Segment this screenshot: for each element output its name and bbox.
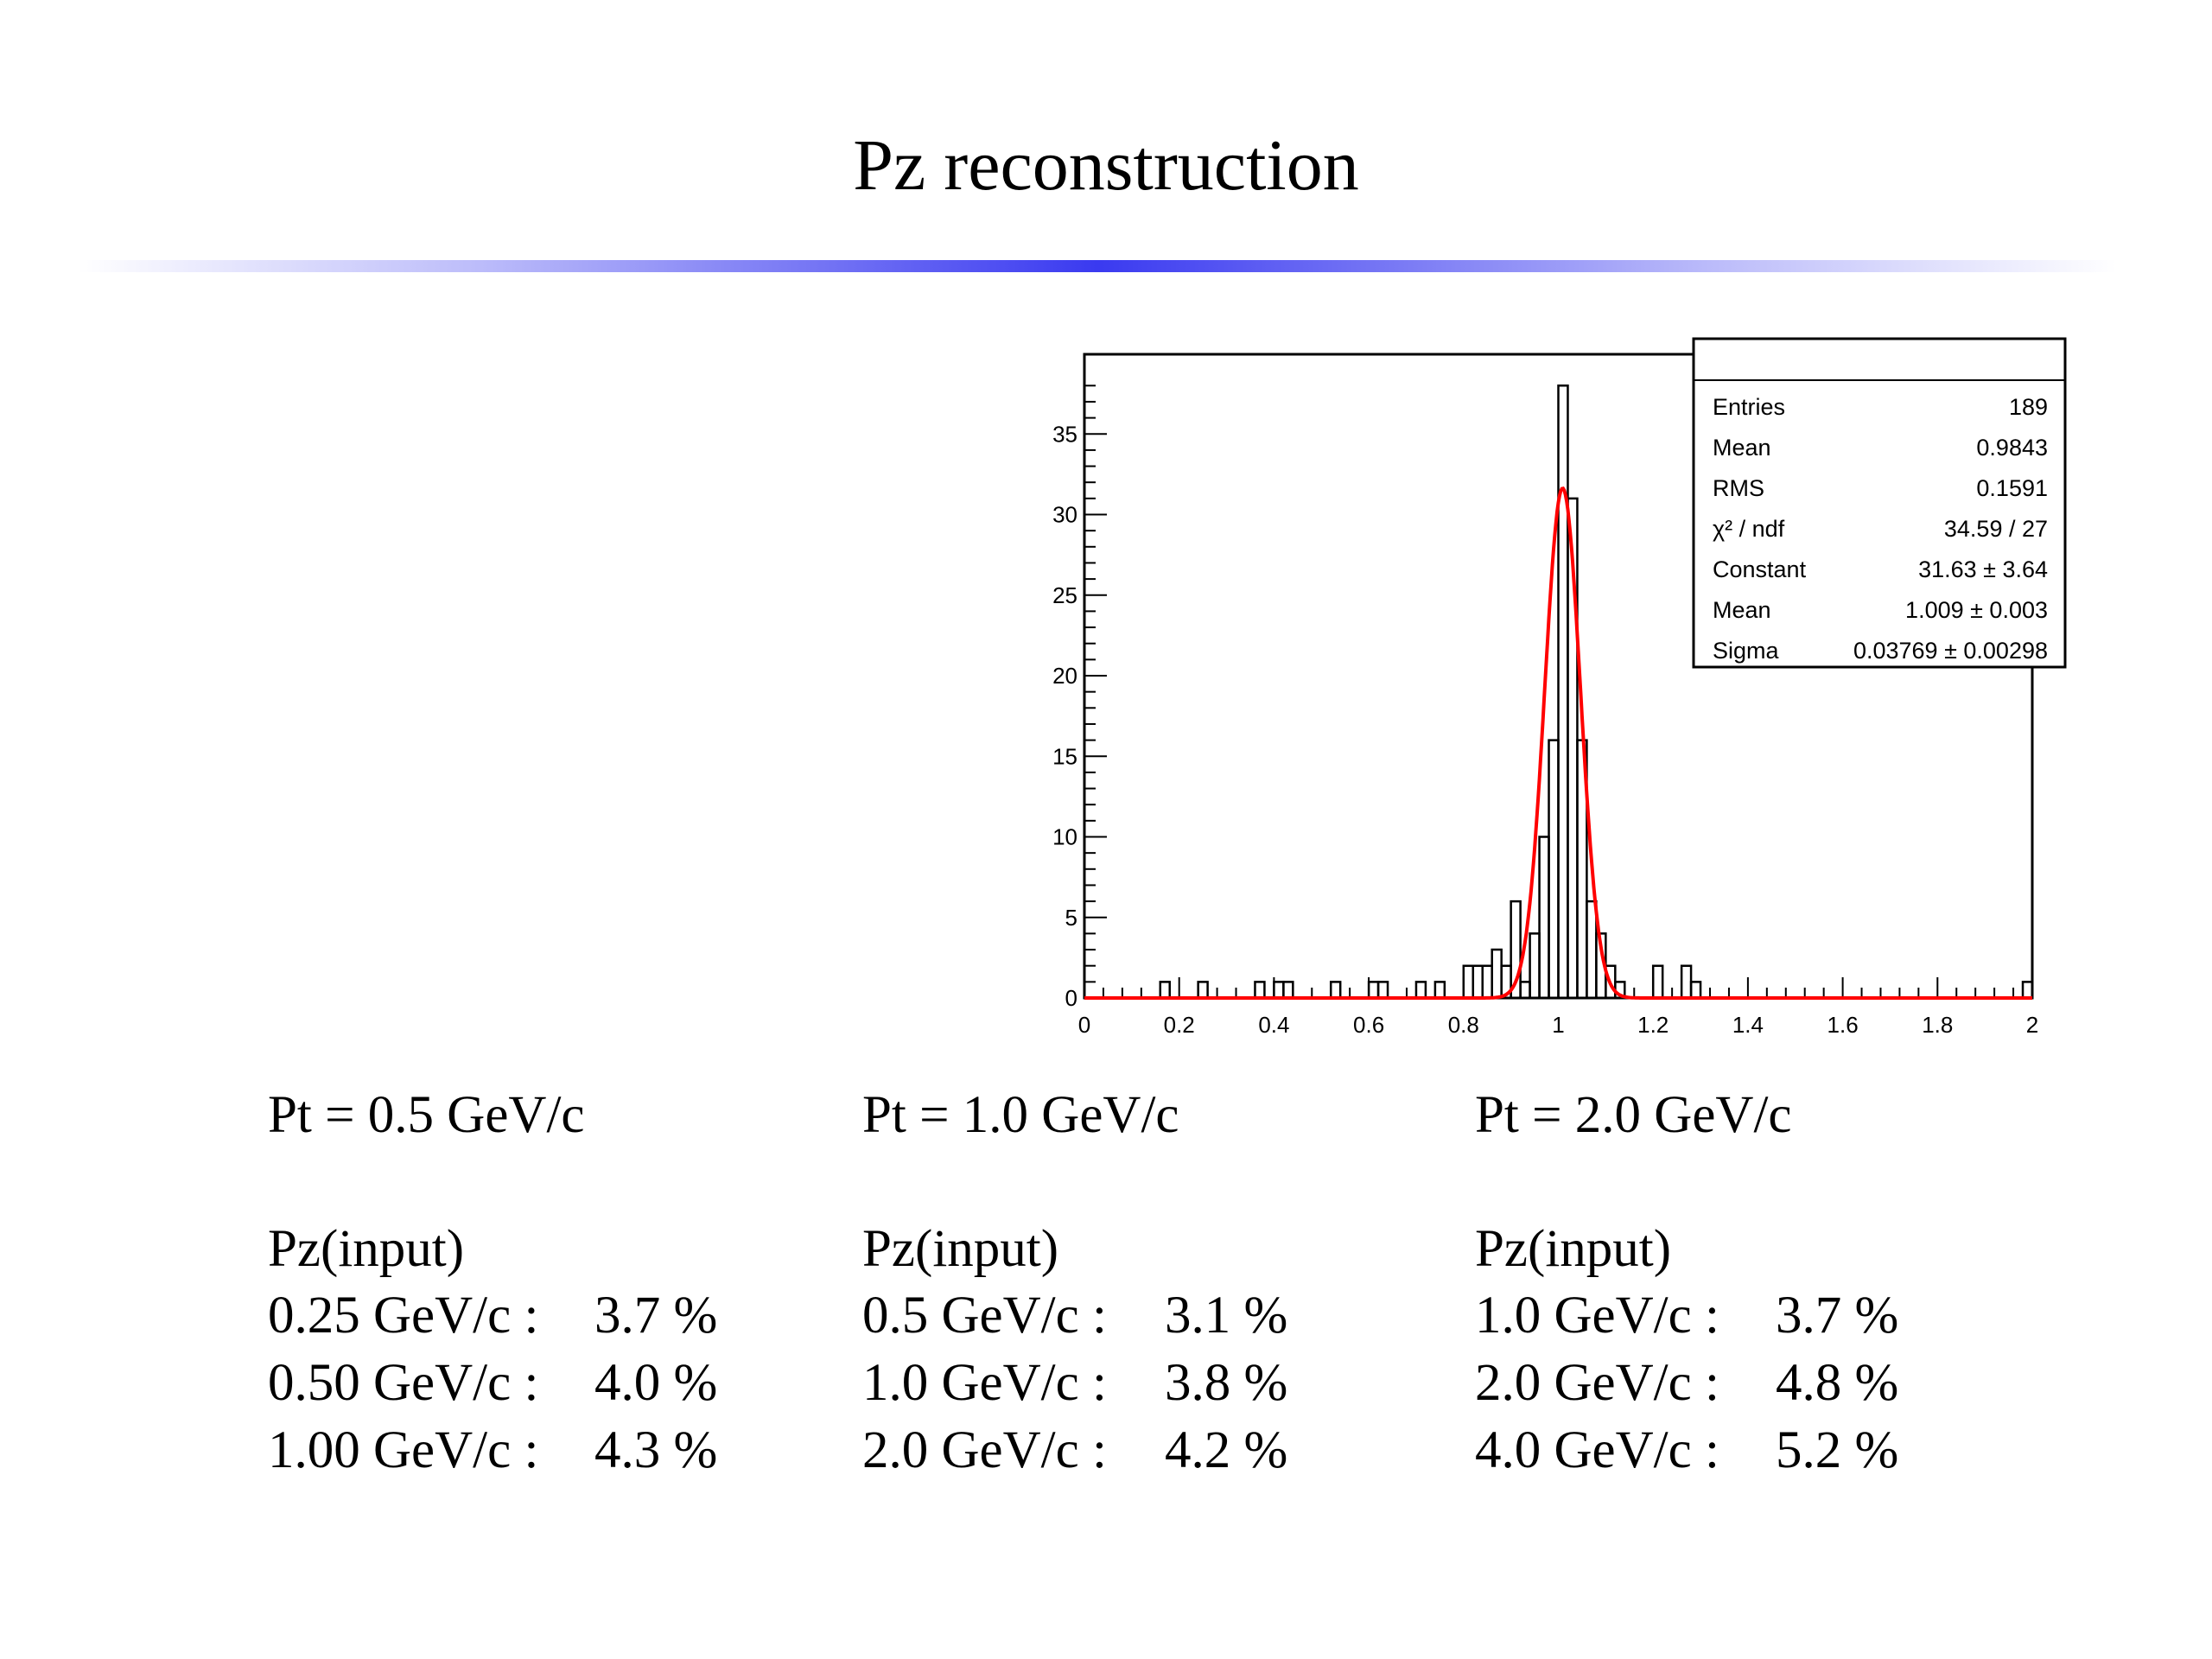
histogram-bin (1376, 981, 1389, 998)
column-subheading: Pz(input) (1475, 1220, 1672, 1278)
x-tick-label: 1.2 (1637, 1012, 1669, 1038)
stats-value: 0.9843 (1976, 435, 2048, 461)
stats-label: χ² / ndf (1713, 516, 1785, 542)
histogram-bin (1481, 964, 1493, 998)
y-tick-label: 20 (1052, 663, 1077, 689)
y-tick-label: 25 (1052, 582, 1077, 608)
histogram-bin (1651, 964, 1664, 998)
stats-value: 0.03769 ± 0.00298 (1853, 638, 2048, 664)
gaussian-fit-curve (1084, 486, 2032, 1000)
histogram-bin (1519, 981, 1531, 998)
histogram-bin (1689, 981, 1702, 998)
x-tick-label: 2 (2026, 1012, 2038, 1038)
histogram-bin (1367, 981, 1380, 998)
row-label: 1.0 GeV/c : (862, 1354, 1107, 1412)
stats-label: Entries (1713, 394, 1785, 420)
histogram-bin (1510, 899, 1522, 998)
y-tick-label: 10 (1052, 824, 1077, 850)
column-heading: Pt = 2.0 GeV/c (1475, 1086, 1792, 1144)
x-tick-label: 0.2 (1164, 1012, 1195, 1038)
histogram-bin (1462, 964, 1475, 998)
column-subheading: Pz(input) (862, 1220, 1059, 1278)
stats-label: Mean (1713, 435, 1771, 461)
result-row: 2.0 GeV/c : 4.8 % (1475, 1352, 1898, 1414)
row-label: 1.0 GeV/c : (1475, 1287, 1719, 1344)
stats-value: 0.1591 (1976, 475, 2048, 501)
stats-label: Mean (1713, 597, 1771, 623)
row-value: 4.8 % (1776, 1354, 1899, 1412)
histogram-bin (1529, 932, 1541, 998)
result-row: 0.50 GeV/c : 4.0 % (268, 1352, 717, 1414)
histogram-bin (1254, 981, 1266, 998)
x-tick-label: 1.4 (1732, 1012, 1764, 1038)
x-tick-label: 0.4 (1258, 1012, 1289, 1038)
x-tick-label: 0.8 (1448, 1012, 1479, 1038)
y-tick-label: 0 (1065, 985, 1077, 1011)
x-tick-label: 1.6 (1827, 1012, 1859, 1038)
row-label: 0.50 GeV/c : (268, 1354, 539, 1412)
slide-title: Pz reconstruction (853, 125, 1359, 206)
stats-label: Constant (1713, 556, 1807, 582)
y-tick-label: 5 (1065, 905, 1077, 931)
x-tick-label: 1.8 (1922, 1012, 1953, 1038)
row-value: 3.8 % (1165, 1354, 1288, 1412)
row-value: 5.2 % (1776, 1421, 1899, 1479)
y-tick-label: 30 (1052, 502, 1077, 528)
result-row: 0.25 GeV/c : 3.7 % (268, 1285, 717, 1347)
histogram-bin (1491, 948, 1503, 998)
histogram-bin (1414, 981, 1427, 998)
row-value: 4.0 % (594, 1354, 718, 1412)
row-value: 3.7 % (594, 1287, 718, 1344)
stats-value: 1.009 ± 0.003 (1905, 597, 2048, 623)
row-label: 0.25 GeV/c : (268, 1287, 539, 1344)
stats-value: 189 (2009, 394, 2048, 420)
column-heading: Pt = 0.5 GeV/c (268, 1086, 585, 1144)
row-value: 3.7 % (1776, 1287, 1899, 1344)
histogram-bin (1159, 981, 1171, 998)
column-subheading: Pz(input) (268, 1220, 465, 1278)
row-value: 4.2 % (1165, 1421, 1288, 1479)
y-tick-label: 35 (1052, 421, 1077, 447)
row-label: 1.00 GeV/c : (268, 1421, 539, 1479)
histogram-bin (1471, 964, 1484, 998)
histogram-bin (1586, 899, 1598, 998)
result-row: 0.5 GeV/c : 3.1 % (862, 1285, 1287, 1347)
result-row: 1.0 GeV/c : 3.8 % (862, 1352, 1287, 1414)
y-tick-label: 15 (1052, 743, 1077, 769)
stats-value: 31.63 ± 3.64 (1918, 556, 2048, 582)
result-row: 1.0 GeV/c : 3.7 % (1475, 1285, 1898, 1347)
histogram-bin (2021, 981, 2034, 998)
stats-label: RMS (1713, 475, 1764, 501)
histogram-bin (1433, 981, 1446, 998)
row-label: 0.5 GeV/c : (862, 1287, 1107, 1344)
result-row: 2.0 GeV/c : 4.2 % (862, 1420, 1287, 1482)
column-heading: Pt = 1.0 GeV/c (862, 1086, 1179, 1144)
x-tick-label: 0 (1078, 1012, 1090, 1038)
row-label: 2.0 GeV/c : (862, 1421, 1107, 1479)
result-row: 4.0 GeV/c : 5.2 % (1475, 1420, 1898, 1482)
x-tick-label: 0.6 (1353, 1012, 1384, 1038)
histogram-bin (1680, 964, 1693, 998)
histogram-bin (1197, 981, 1209, 998)
row-label: 2.0 GeV/c : (1475, 1354, 1719, 1412)
stats-value: 34.59 / 27 (1944, 516, 2048, 542)
x-tick-label: 1 (1552, 1012, 1564, 1038)
histogram-bin (1282, 981, 1294, 998)
histogram-bin (1273, 981, 1285, 998)
stats-label: Sigma (1713, 638, 1780, 664)
row-value: 3.1 % (1165, 1287, 1288, 1344)
row-label: 4.0 GeV/c : (1475, 1421, 1719, 1479)
row-value: 4.3 % (594, 1421, 718, 1479)
title-divider (78, 260, 2117, 272)
histogram-bin (1329, 981, 1342, 998)
histogram-bin (1557, 385, 1569, 998)
histogram-bin (1538, 836, 1550, 998)
result-row: 1.00 GeV/c : 4.3 % (268, 1420, 717, 1482)
histogram-bin (1548, 739, 1560, 998)
stats-box (1692, 337, 2067, 669)
